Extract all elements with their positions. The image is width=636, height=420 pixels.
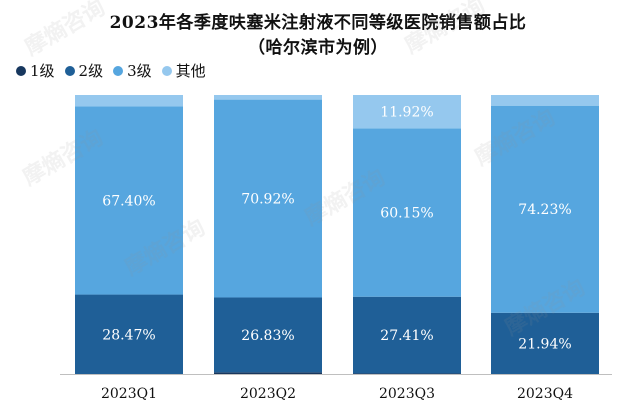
data-label: 27.41%	[380, 328, 433, 344]
data-label: 70.92%	[241, 192, 294, 208]
legend-item-1: 1级	[16, 60, 55, 81]
legend-swatch-2	[64, 65, 75, 76]
bar-segment	[214, 95, 322, 100]
legend: 1级 2级 3级 其他	[16, 60, 216, 81]
x-tick-label: 2023Q2	[240, 386, 296, 402]
chart-title: 2023年各季度呋塞米注射液不同等级医院销售额占比	[109, 13, 527, 33]
data-label: 21.94%	[518, 336, 571, 352]
data-label: 28.47%	[102, 327, 155, 343]
bar-segment	[491, 105, 599, 313]
data-label: 26.83%	[241, 328, 294, 344]
bar-segment	[75, 106, 183, 295]
legend-swatch-4	[161, 65, 172, 76]
x-tick-label: 2023Q4	[517, 386, 573, 402]
bar-segment	[491, 312, 599, 374]
bar-segment	[75, 95, 183, 107]
bar-segment	[353, 95, 461, 129]
chart-subtitle: （哈尔滨市为例）	[248, 38, 388, 58]
bar-segment	[214, 372, 322, 374]
bar-segment	[214, 99, 322, 298]
data-label: 67.40%	[102, 194, 155, 210]
legend-label-4: 其他	[175, 62, 206, 80]
bar-segment	[353, 296, 461, 374]
legend-swatch-3	[113, 65, 124, 76]
legend-label-2: 2级	[78, 62, 104, 80]
data-label: 74.23%	[518, 202, 571, 218]
bar-segment	[491, 95, 599, 106]
bar-segment	[214, 297, 322, 373]
bar-segment	[75, 294, 183, 374]
data-label: 60.15%	[380, 206, 433, 222]
legend-item-3: 3级	[113, 60, 152, 81]
legend-label-1: 1级	[30, 62, 55, 80]
legend-swatch-1	[16, 65, 26, 76]
bar-segment	[353, 128, 461, 297]
legend-label-3: 3级	[127, 62, 152, 80]
legend-item-4: 其他	[161, 60, 206, 81]
legend-item-2: 2级	[64, 60, 104, 81]
x-tick-label: 2023Q1	[101, 386, 157, 402]
bar-segment	[353, 373, 461, 374]
x-tick-label: 2023Q3	[379, 386, 435, 402]
data-label: 11.92%	[380, 105, 433, 121]
